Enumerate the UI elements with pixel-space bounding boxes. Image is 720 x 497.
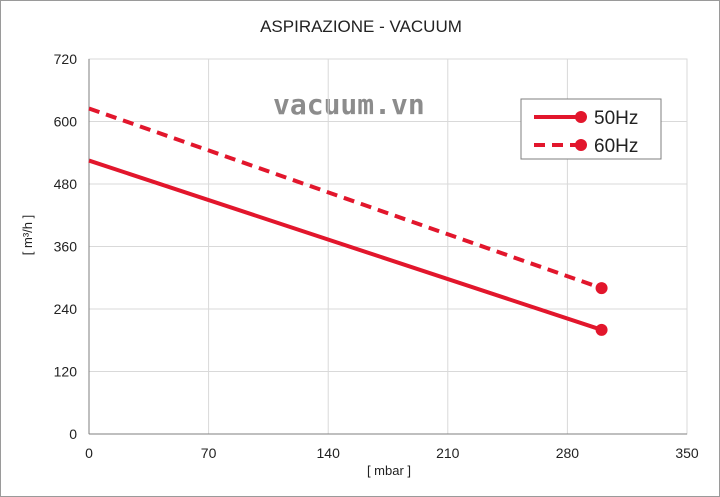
chart-title: ASPIRAZIONE - VACUUM — [260, 17, 462, 36]
tick-labels: 0 120 240 360 480 600 720 0 70 140 210 280 350 — [54, 51, 699, 461]
y-tick-label: 360 — [54, 239, 78, 255]
x-tick-label: 350 — [675, 445, 699, 461]
legend-label-50hz: 50Hz — [594, 108, 638, 129]
x-tick-label: 140 — [317, 445, 341, 461]
series-line-50hz — [88, 158, 603, 332]
series-line-60hz — [88, 106, 603, 291]
axes — [88, 59, 687, 435]
y-tick-label: 720 — [54, 51, 78, 67]
y-tick-label: 240 — [54, 301, 78, 317]
x-tick-label: 0 — [85, 445, 93, 461]
series-marker-50hz — [595, 323, 608, 336]
watermark-text: vacuum.vn — [273, 88, 425, 121]
y-tick-label: 600 — [54, 114, 78, 130]
legend-marker-60hz — [575, 139, 587, 151]
legend-label-60hz: 60Hz — [594, 136, 638, 157]
legend: 50Hz 60Hz — [520, 98, 662, 160]
y-axis-title: [ m³/h ] — [20, 215, 35, 255]
x-tick-label: 210 — [436, 445, 460, 461]
x-tick-label: 70 — [201, 445, 217, 461]
y-tick-label: 0 — [69, 426, 77, 442]
y-tick-label: 120 — [54, 364, 78, 380]
x-tick-label: 280 — [556, 445, 580, 461]
data-series — [88, 106, 608, 336]
legend-box — [520, 98, 662, 160]
series-marker-60hz — [595, 282, 608, 295]
y-tick-label: 480 — [54, 176, 78, 192]
legend-marker-50hz — [575, 111, 587, 123]
x-axis-title: [ mbar ] — [367, 463, 411, 478]
